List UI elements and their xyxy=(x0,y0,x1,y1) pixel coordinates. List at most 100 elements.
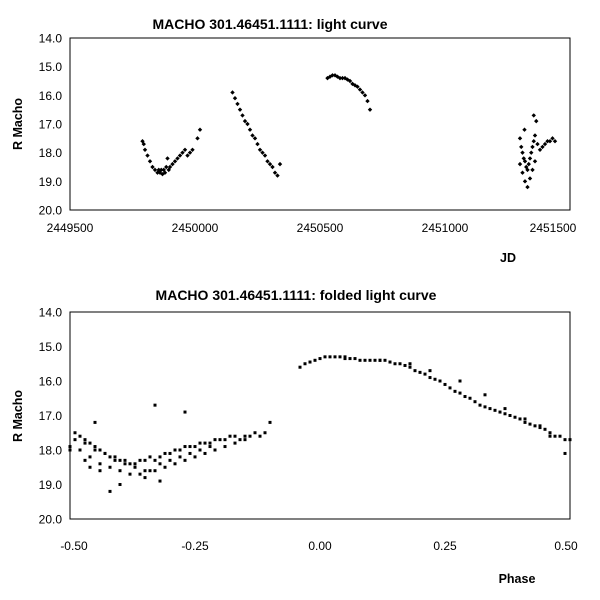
data-point xyxy=(185,153,190,158)
folded-light-curve-chart: MACHO 301.46451.1111: folded light curve… xyxy=(11,287,578,586)
data-point xyxy=(270,164,275,170)
data-point xyxy=(180,150,185,155)
data-point xyxy=(348,357,352,361)
plot-area-frame xyxy=(69,37,571,211)
data-point xyxy=(178,455,182,459)
data-point xyxy=(147,159,153,164)
data-point xyxy=(523,420,527,424)
data-point xyxy=(313,358,317,362)
data-point xyxy=(523,417,527,421)
data-point xyxy=(173,462,177,466)
data-point xyxy=(218,438,222,442)
data-point xyxy=(233,434,237,438)
data-point xyxy=(142,147,148,152)
data-point xyxy=(158,455,162,459)
x-tick-labels: 2449500 2450000 2450500 2451000 2451500 xyxy=(47,221,577,235)
data-point xyxy=(330,73,335,78)
data-point xyxy=(529,150,534,155)
data-point xyxy=(363,358,367,362)
data-point xyxy=(323,355,327,359)
data-point xyxy=(413,369,417,373)
data-point xyxy=(233,441,237,445)
y-tick-label: 18.0 xyxy=(39,444,63,458)
y-tick-label: 18.0 xyxy=(39,146,63,160)
data-point xyxy=(73,438,77,442)
data-point xyxy=(198,448,202,452)
data-point xyxy=(183,458,187,462)
data-point xyxy=(223,445,227,449)
data-point xyxy=(230,90,235,95)
data-point xyxy=(448,386,452,390)
data-point xyxy=(238,438,242,442)
data-point xyxy=(103,451,107,455)
data-point xyxy=(158,462,162,466)
data-point xyxy=(240,113,245,118)
data-point xyxy=(143,469,147,473)
data-point xyxy=(182,147,188,152)
data-point xyxy=(530,167,535,173)
data-point xyxy=(527,156,533,161)
data-point xyxy=(340,75,345,81)
data-point xyxy=(418,370,422,374)
data-point xyxy=(198,441,202,445)
data-point xyxy=(108,489,112,493)
data-point xyxy=(393,362,397,366)
data-point xyxy=(519,144,524,150)
data-point xyxy=(558,434,562,438)
data-point xyxy=(303,362,307,366)
data-point xyxy=(367,107,373,112)
y-axis-label: R Macho xyxy=(11,390,25,442)
data-point xyxy=(143,458,147,462)
light-curve-chart: MACHO 301.46451.1111: light curve 14.0 1… xyxy=(11,16,577,265)
data-point xyxy=(360,90,365,95)
data-point xyxy=(203,441,207,445)
data-point xyxy=(133,462,137,466)
data-point xyxy=(517,161,523,167)
data-point xyxy=(193,455,197,459)
data-point xyxy=(167,164,173,170)
data-point xyxy=(203,451,207,455)
data-point xyxy=(483,405,487,409)
x-tick-labels: -0.50 -0.25 0.00 0.25 0.50 xyxy=(60,539,578,553)
data-point xyxy=(548,431,552,435)
data-point xyxy=(563,451,567,455)
data-points xyxy=(68,355,572,493)
data-point xyxy=(548,434,552,438)
data-point xyxy=(188,451,192,455)
data-point xyxy=(538,426,542,430)
data-point xyxy=(532,133,538,138)
data-point xyxy=(257,147,263,152)
data-point xyxy=(93,420,97,424)
y-tick-label: 19.0 xyxy=(39,478,63,492)
data-point xyxy=(423,372,427,376)
data-point xyxy=(78,448,82,452)
data-point xyxy=(258,434,262,438)
data-point xyxy=(98,448,102,452)
data-point xyxy=(128,462,132,466)
data-point xyxy=(383,358,387,362)
data-point xyxy=(156,167,161,173)
data-point xyxy=(328,355,332,359)
data-point xyxy=(173,448,177,452)
data-point xyxy=(335,74,340,79)
y-tick-labels: 14.0 15.0 16.0 17.0 18.0 19.0 20.0 xyxy=(39,32,63,218)
data-point xyxy=(333,355,337,359)
data-point xyxy=(145,153,150,158)
data-point xyxy=(262,153,268,158)
data-point xyxy=(443,382,447,386)
data-point xyxy=(525,167,530,173)
data-point xyxy=(493,408,497,412)
data-point xyxy=(187,150,193,155)
data-point xyxy=(345,77,350,82)
data-point xyxy=(438,379,442,383)
data-point xyxy=(223,438,227,442)
x-tick-label: -0.25 xyxy=(181,539,209,553)
data-point xyxy=(73,431,77,435)
data-point xyxy=(428,376,432,380)
data-point xyxy=(150,164,155,170)
x-tick-label: 2449500 xyxy=(47,221,94,235)
data-points xyxy=(140,73,558,190)
data-point xyxy=(232,96,238,101)
data-point xyxy=(118,458,122,462)
data-point xyxy=(408,362,412,366)
